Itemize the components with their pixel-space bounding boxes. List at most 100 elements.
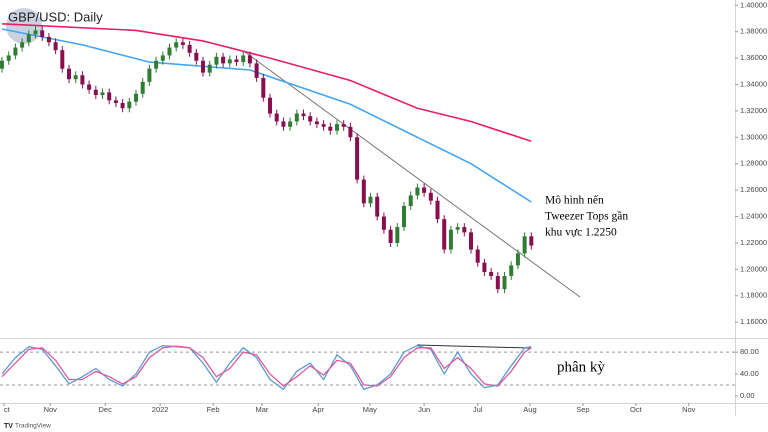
x-tick-label: Feb — [207, 405, 220, 414]
candle-body — [154, 60, 159, 69]
candle-body — [134, 93, 139, 102]
candle-body — [422, 187, 427, 193]
x-tick-label: Jun — [418, 405, 430, 414]
candle-body — [509, 265, 514, 276]
candle-body — [227, 59, 232, 64]
candle-body — [368, 196, 373, 204]
candle-body — [254, 63, 259, 78]
candle-body — [26, 34, 31, 43]
candle-body — [381, 216, 386, 230]
y-tick-label: 1.18000 — [740, 291, 767, 300]
x-tick-label: Apr — [312, 405, 324, 414]
candle-body — [207, 64, 212, 73]
moving-average — [1, 28, 532, 203]
candle-body — [120, 102, 125, 109]
candle-body — [53, 42, 58, 51]
candle-body — [174, 42, 179, 48]
candle-body — [20, 42, 25, 48]
x-tick-label: Dec — [99, 405, 113, 414]
annotation: Tweezer Tops gần — [545, 210, 628, 223]
candle-body — [6, 55, 11, 61]
candle-body — [455, 227, 460, 230]
candle-body — [402, 205, 407, 228]
y-tick-label: 1.28000 — [740, 159, 767, 168]
oscillator-line — [1, 344, 532, 391]
candle-body — [261, 77, 266, 98]
candle-body — [167, 47, 172, 56]
y-tick-label: 1.38000 — [740, 27, 767, 36]
candle-body — [100, 92, 105, 96]
candle-body — [247, 55, 252, 64]
y-tick-label: 40.00 — [740, 369, 759, 378]
x-tick-label: Mar — [256, 405, 269, 414]
x-tick-label: May — [363, 405, 377, 414]
y-tick-label: 1.30000 — [740, 132, 767, 141]
candle-body — [448, 229, 453, 250]
chart-title: GBP/USD: Daily — [8, 9, 103, 24]
candle-body — [187, 44, 192, 53]
candle-body — [335, 124, 340, 131]
x-tick-label: Nov — [682, 405, 696, 414]
candle-body — [281, 121, 286, 127]
candle-body — [46, 36, 51, 43]
candle-body — [489, 271, 494, 276]
y-tick-label: 1.22000 — [740, 238, 767, 247]
candle-body — [328, 126, 333, 131]
footer-brand: TradingView — [15, 423, 51, 430]
candle-body — [93, 89, 98, 96]
candle-body — [408, 195, 413, 206]
candle-body — [482, 262, 487, 272]
candle-body — [127, 101, 132, 109]
candle-body — [502, 275, 507, 290]
x-tick-label: Oct — [630, 405, 643, 414]
moving-average — [1, 23, 532, 143]
candle-body — [33, 30, 38, 35]
candle-body — [355, 137, 360, 180]
candle-body — [80, 75, 85, 85]
x-tick-label: Aug — [523, 405, 536, 414]
candle-body — [469, 232, 474, 250]
candle-body — [395, 227, 400, 243]
candle-body — [67, 68, 72, 80]
candle-body — [522, 236, 527, 254]
y-tick-label: 1.32000 — [740, 106, 767, 115]
annotation: khu vực 1.2250 — [545, 227, 617, 239]
candle-body — [147, 68, 152, 82]
candle-body — [0, 60, 5, 69]
x-tick-label: ct — [4, 405, 11, 414]
candle-body — [415, 187, 420, 196]
y-tick-label: 1.34000 — [740, 79, 767, 88]
x-tick-label: Jul — [473, 405, 483, 414]
x-tick-label: Nov — [44, 405, 58, 414]
y-tick-label: 1.40000 — [740, 0, 767, 9]
candle-body — [361, 179, 366, 204]
candle-body — [515, 253, 520, 266]
y-tick-label: 1.20000 — [740, 264, 767, 273]
candle-body — [529, 236, 534, 246]
candle-body — [201, 60, 206, 73]
candle-body — [388, 229, 393, 243]
oscillator-line — [1, 345, 532, 387]
candle-body — [180, 42, 185, 45]
candle-body — [435, 200, 440, 220]
y-tick-label: 1.24000 — [740, 212, 767, 221]
candle-body — [73, 75, 78, 80]
footer-logo: TV — [4, 423, 13, 430]
candle-body — [321, 124, 326, 127]
candle-body — [375, 196, 380, 217]
y-tick-label: 1.26000 — [740, 185, 767, 194]
candle-body — [234, 59, 239, 63]
candle-body — [107, 92, 112, 101]
y-tick-label: 1.16000 — [740, 317, 767, 326]
y-tick-label: 1.36000 — [740, 53, 767, 62]
candle-body — [442, 219, 447, 250]
candle-body — [160, 55, 165, 61]
candle-body — [274, 113, 279, 122]
candle-body — [288, 121, 293, 127]
candle-body — [428, 192, 433, 201]
candle-body — [462, 227, 467, 233]
candle-body — [87, 84, 92, 90]
candle-body — [294, 113, 299, 122]
